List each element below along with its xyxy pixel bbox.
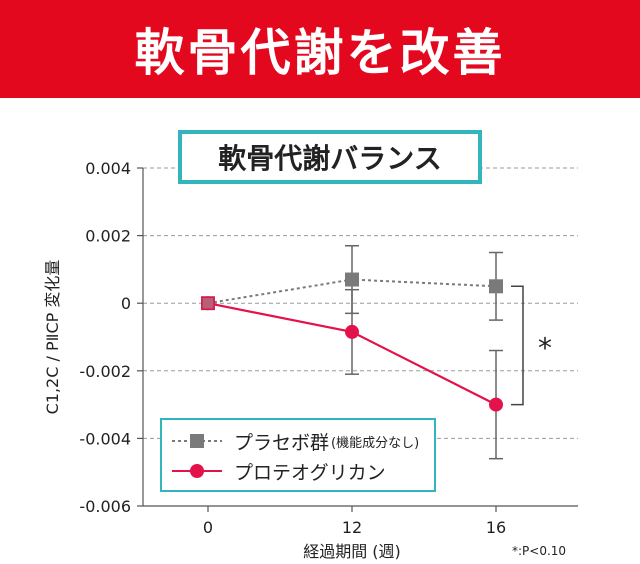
series [201,244,524,460]
significance-label: * [538,331,552,364]
legend-marker-circle-icon [172,464,222,478]
data-point-square [489,279,503,294]
header-banner: 軟骨代謝を改善 [0,0,640,98]
legend-item-proteoglycan: プロテオグリカン [170,456,386,486]
chart-title-text: 軟骨代謝バランス [218,142,442,175]
chart-title: 軟骨代謝バランス [178,130,482,184]
legend-marker-square-icon [172,434,222,448]
y-tick-label: -0.002 [79,362,131,381]
x-tick-label: 16 [486,518,506,537]
x-tick-label: 0 [203,518,213,537]
x-axis-title: 経過期間 (週) [303,542,401,561]
axis-labels: 0.004 0.002 0 -0.002 -0.004 -0.006 0 12 16 経過期間 (… [43,159,552,561]
significance-bracket [511,285,524,406]
axes [137,167,578,512]
data-point-circle [345,324,359,339]
y-tick-label: -0.004 [79,429,131,448]
y-tick-label: 0.002 [85,227,131,246]
line-chart: 0.004 0.002 0 -0.002 -0.004 -0.006 0 12 16 経過期間 (… [43,159,578,561]
y-tick-label: 0.004 [85,159,131,178]
y-tick-label: -0.006 [79,497,131,516]
legend-note-placebo: (機能成分なし) [331,435,420,451]
y-tick-label: 0 [121,294,131,313]
legend-item-placebo: プラセボ群 (機能成分なし) [170,426,419,456]
x-tick-label: 12 [342,518,362,537]
data-point-circle [489,397,503,412]
footnote: *:P<0.10 [512,544,567,558]
legend-label-placebo: プラセボ群 [234,431,330,454]
header-title: 軟骨代謝を改善 [134,24,506,82]
data-point-overlap [201,296,215,310]
legend-label-proteoglycan: プロテオグリカン [234,461,386,484]
y-axis-title: C1,2C / PⅡCP 変化量 [43,260,62,415]
data-point-square [345,272,359,287]
legend: プラセボ群 (機能成分なし) プロテオグリカン [160,418,436,492]
